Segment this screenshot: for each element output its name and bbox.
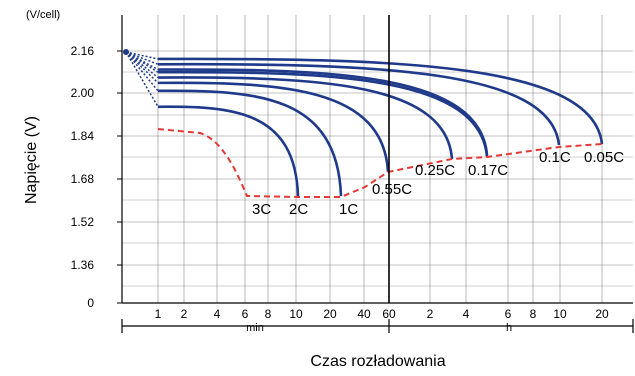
x-tick-label: 40 <box>357 307 371 321</box>
curve-2C <box>157 89 343 197</box>
curve-0.05C <box>157 57 604 145</box>
y-tick-label: 0 <box>87 296 94 310</box>
curve-1C <box>157 81 390 173</box>
curve-label-0.55C: 0.55C <box>372 181 412 198</box>
curve-0.17C <box>157 68 489 156</box>
fan-line <box>125 51 159 65</box>
curve-label-0.25C: 0.25C <box>415 162 455 179</box>
fan-line <box>125 51 159 60</box>
y-tick-label: 1.36 <box>71 258 95 272</box>
cutoff-voltage-line <box>157 128 603 198</box>
x-tick-label: 8 <box>530 307 537 321</box>
x-tick-label: 60 <box>382 307 396 321</box>
x-tick-label: 20 <box>595 307 609 321</box>
axes: 0 1.36 1.52 1.68 1.84 2.00 2.16 1 2 4 6 8 10 20 40 60 2 4… <box>71 15 634 333</box>
curve-3C <box>157 105 300 197</box>
x-axis-title: Czas rozładowania <box>310 353 445 370</box>
discharge-curves <box>157 57 604 197</box>
x-tick-label: 8 <box>265 307 272 321</box>
x-tick-label: 4 <box>463 307 470 321</box>
fan-line <box>125 51 159 79</box>
y-unit-label: (V/cell) <box>26 9 60 21</box>
curve-label-2C: 2C <box>289 201 308 218</box>
start-point <box>123 49 129 55</box>
y-tick-label: 2.16 <box>71 44 95 58</box>
y-tick-label: 1.84 <box>71 129 95 143</box>
x-tick-label: 10 <box>289 307 303 321</box>
x-tick-label: 20 <box>323 307 337 321</box>
fan-line <box>125 51 159 92</box>
curve-0.25C <box>157 70 489 158</box>
curve-0.55C <box>157 76 454 160</box>
curve-label-0.17C: 0.17C <box>468 162 508 179</box>
y-tick-label: 2.00 <box>71 86 95 100</box>
curve-label-0.1C: 0.1C <box>539 149 571 166</box>
y-tick-label: 1.68 <box>71 172 95 186</box>
x-unit-min: min <box>246 322 264 334</box>
x-tick-label: 6 <box>505 307 512 321</box>
x-tick-label: 2 <box>181 307 188 321</box>
curve-label-3C: 3C <box>252 201 271 218</box>
fan-line <box>125 51 159 84</box>
y-axis-title: Napięcie (V) <box>23 116 40 204</box>
x-tick-label: 4 <box>214 307 221 321</box>
fan-line <box>125 51 159 108</box>
x-tick-label: 10 <box>553 307 567 321</box>
x-tick-label: 2 <box>427 307 434 321</box>
x-tick-label: 6 <box>242 307 249 321</box>
x-tick-label: 1 <box>155 307 162 321</box>
x-unit-h: h <box>506 322 512 334</box>
y-tick-label: 1.52 <box>71 215 95 229</box>
curve-label-0.05C: 0.05C <box>584 149 624 166</box>
curve-label-1C: 1C <box>339 201 358 218</box>
curve-0.1C <box>157 62 561 146</box>
